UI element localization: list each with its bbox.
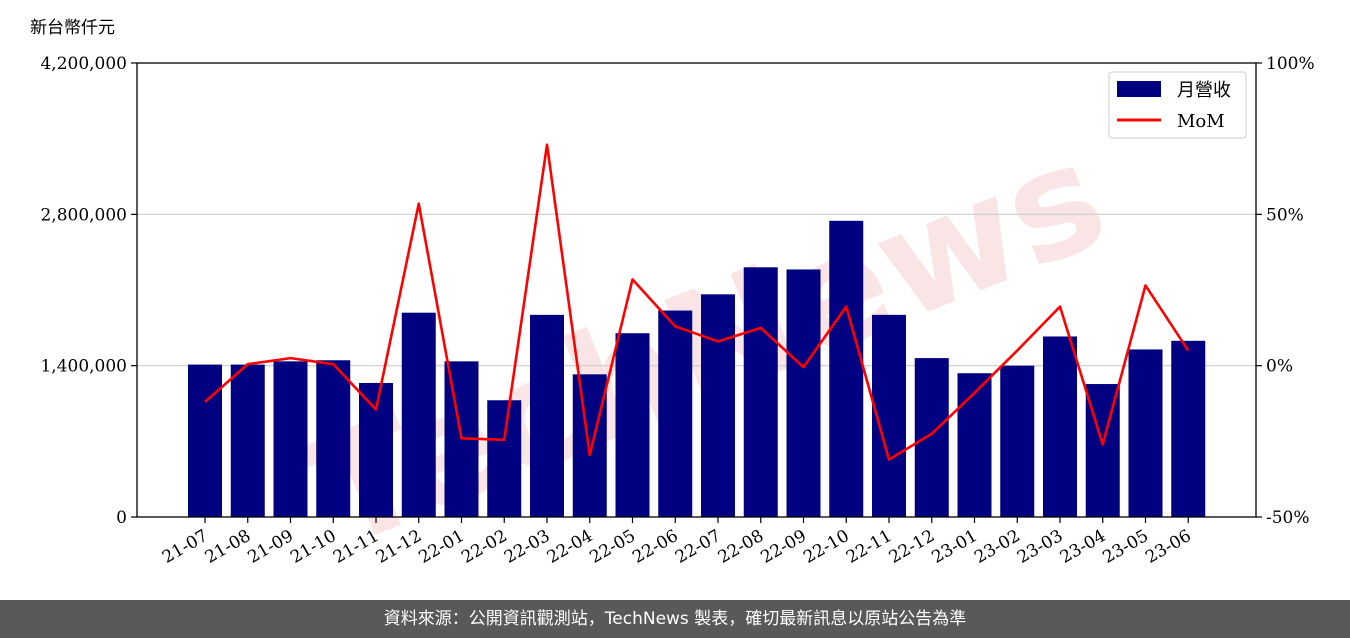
bar: [914, 358, 949, 517]
x-tick-label: 22-11: [843, 526, 895, 568]
bar: [743, 267, 778, 517]
x-axis: 21-0721-0821-0921-1021-1121-1222-0122-02…: [159, 517, 1195, 568]
left-tick-label: 2,800,000: [40, 205, 127, 225]
x-tick-label: 21-08: [202, 526, 254, 568]
mom-line: [204, 143, 1190, 461]
left-tick-label: 0: [116, 508, 127, 528]
x-tick-label: 21-07: [159, 526, 211, 568]
bar: [829, 220, 864, 518]
x-tick-label: 21-09: [245, 526, 297, 568]
x-tick-label: 22-09: [758, 526, 810, 568]
x-tick-label: 22-03: [501, 526, 553, 568]
x-tick-label: 22-07: [672, 526, 724, 568]
x-tick-label: 22-12: [886, 526, 938, 568]
x-tick-label: 23-04: [1057, 526, 1109, 568]
bar: [188, 364, 222, 517]
bar: [957, 373, 992, 517]
x-tick-label: 22-10: [800, 526, 852, 568]
bar: [273, 361, 308, 517]
bar: [701, 294, 735, 517]
x-tick-label: 22-04: [544, 526, 596, 568]
bar: [615, 333, 650, 517]
x-tick-label: 22-08: [715, 526, 767, 568]
bar: [530, 314, 564, 517]
bar: [1171, 340, 1206, 517]
right-tick-label: 50%: [1266, 205, 1304, 225]
left-axis: 0 1,400,000 2,800,000 4,200,000: [40, 54, 137, 528]
x-tick-label: 23-05: [1100, 526, 1152, 568]
legend: 月營收 MoM: [1108, 71, 1247, 139]
legend-bar-swatch: [1117, 81, 1161, 97]
bar: [1000, 365, 1035, 517]
bar: [1128, 349, 1163, 517]
right-tick-label: -50%: [1266, 508, 1310, 528]
left-tick-label: 1,400,000: [40, 357, 127, 377]
legend-line-label: MoM: [1177, 111, 1225, 132]
x-tick-label: 22-05: [587, 526, 639, 568]
mom-line-series: [204, 143, 1190, 461]
right-axis: -50% 0% 50% 100%: [1256, 54, 1315, 528]
x-tick-label: 23-06: [1142, 526, 1194, 568]
left-tick-label: 4,200,000: [40, 54, 127, 74]
x-tick-label: 23-03: [1014, 526, 1066, 568]
bar: [658, 310, 693, 517]
bar: [359, 382, 393, 517]
unit-label: 新台幣仟元: [30, 18, 115, 38]
bar-series: [188, 220, 1206, 518]
x-tick-label: 23-01: [929, 526, 981, 568]
footer-source: 資料來源：公開資訊觀測站，TechNews 製表，確切最新訊息以原站公告為準: [0, 600, 1350, 638]
bar: [1043, 336, 1077, 517]
right-tick-label: 0%: [1266, 357, 1293, 377]
right-tick-label: 100%: [1266, 54, 1315, 74]
bar: [230, 364, 265, 517]
bar: [487, 400, 522, 517]
bar: [401, 312, 436, 517]
bar: [786, 269, 821, 517]
x-tick-label: 21-10: [287, 526, 339, 568]
legend-bar-label: 月營收: [1177, 80, 1231, 101]
x-tick-label: 23-02: [971, 526, 1023, 568]
plot-frame: [136, 62, 1257, 518]
x-tick-label: 22-06: [629, 526, 681, 568]
bar: [316, 360, 351, 517]
